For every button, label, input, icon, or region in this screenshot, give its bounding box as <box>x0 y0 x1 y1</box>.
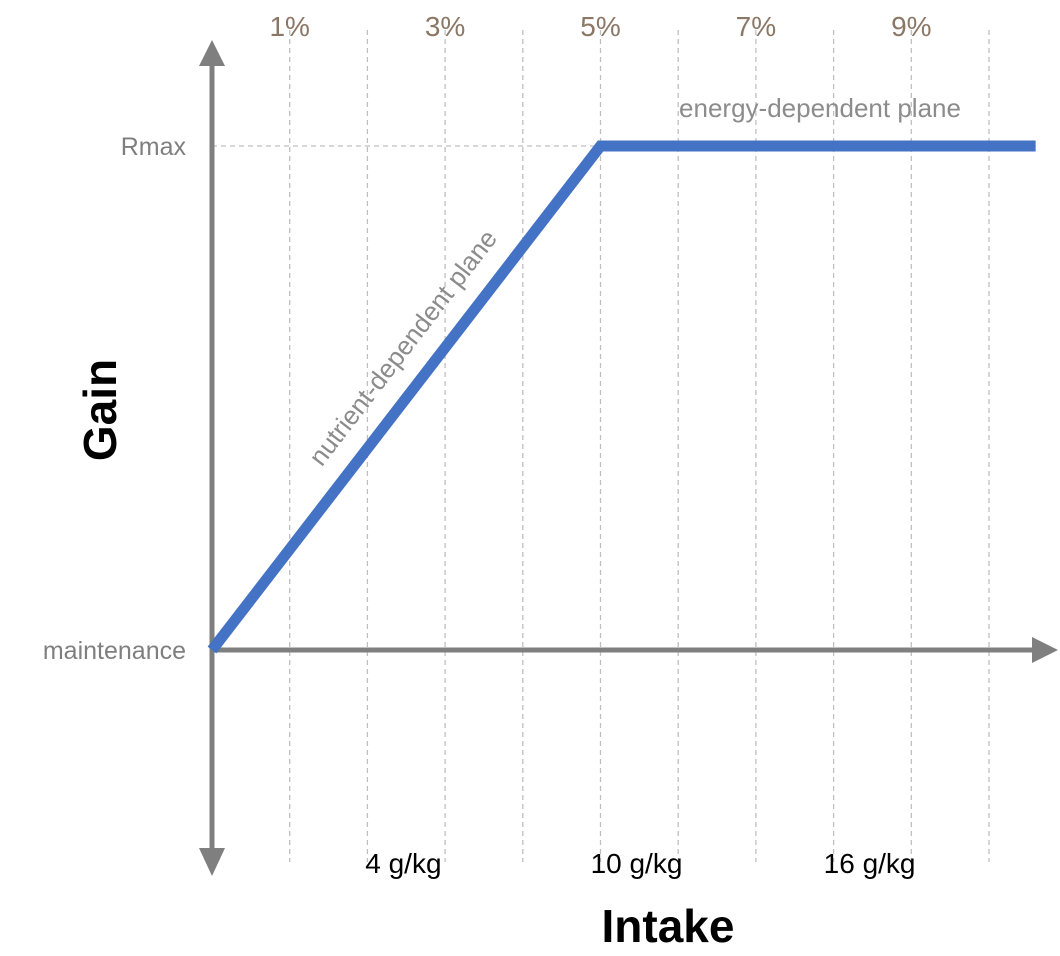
y-level-label: maintenance <box>43 637 186 665</box>
y-axis-title: Gain <box>74 359 126 461</box>
bottom-tick-label: 16 g/kg <box>824 848 916 879</box>
top-tick-label: 3% <box>425 11 465 42</box>
top-tick-label: 1% <box>269 11 309 42</box>
y-axis-up-arrow-icon <box>199 40 225 66</box>
y-axis-down-arrow-icon <box>199 848 225 876</box>
label-layer: nutrient-dependent plane energy-dependen… <box>43 11 961 951</box>
energy-plane-label: energy-dependent plane <box>679 93 961 123</box>
y-level-label: Rmax <box>121 133 187 161</box>
top-tick-label: 9% <box>891 11 931 42</box>
nutrient-plane-label: nutrient-dependent plane <box>303 224 503 471</box>
bottom-tick-label: 4 g/kg <box>365 848 441 879</box>
x-axis-title: Intake <box>602 900 735 951</box>
bottom-tick-label: 10 g/kg <box>591 848 683 879</box>
gain-response-line <box>212 146 1036 650</box>
x-axis-arrow-icon <box>1032 637 1058 663</box>
top-tick-label: 7% <box>736 11 776 42</box>
top-tick-label: 5% <box>580 11 620 42</box>
series-layer <box>212 146 1036 650</box>
